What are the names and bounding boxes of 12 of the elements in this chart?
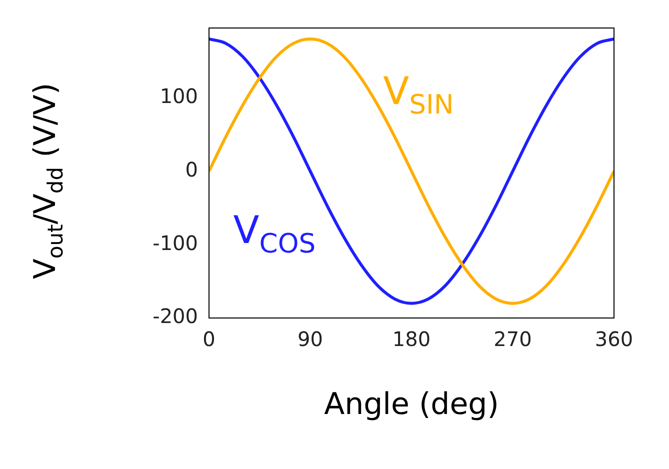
- line-series: [209, 38, 614, 305]
- x-tick-label: 0: [202, 327, 216, 352]
- x-tick-label: 90: [298, 327, 323, 352]
- x-tick-label: 360: [594, 327, 634, 352]
- y-axis-title: Vout/Vdd (V/V): [28, 82, 68, 280]
- x-tick-label: 180: [392, 327, 431, 352]
- y-tick-label: 100: [160, 84, 198, 108]
- y-tick-label: -100: [152, 230, 198, 255]
- x-axis-title: Angle (deg): [324, 387, 499, 422]
- x-tick-label: 270: [494, 327, 532, 352]
- y-tick-label: -200: [152, 304, 198, 328]
- y-tick-label: 0: [185, 157, 198, 182]
